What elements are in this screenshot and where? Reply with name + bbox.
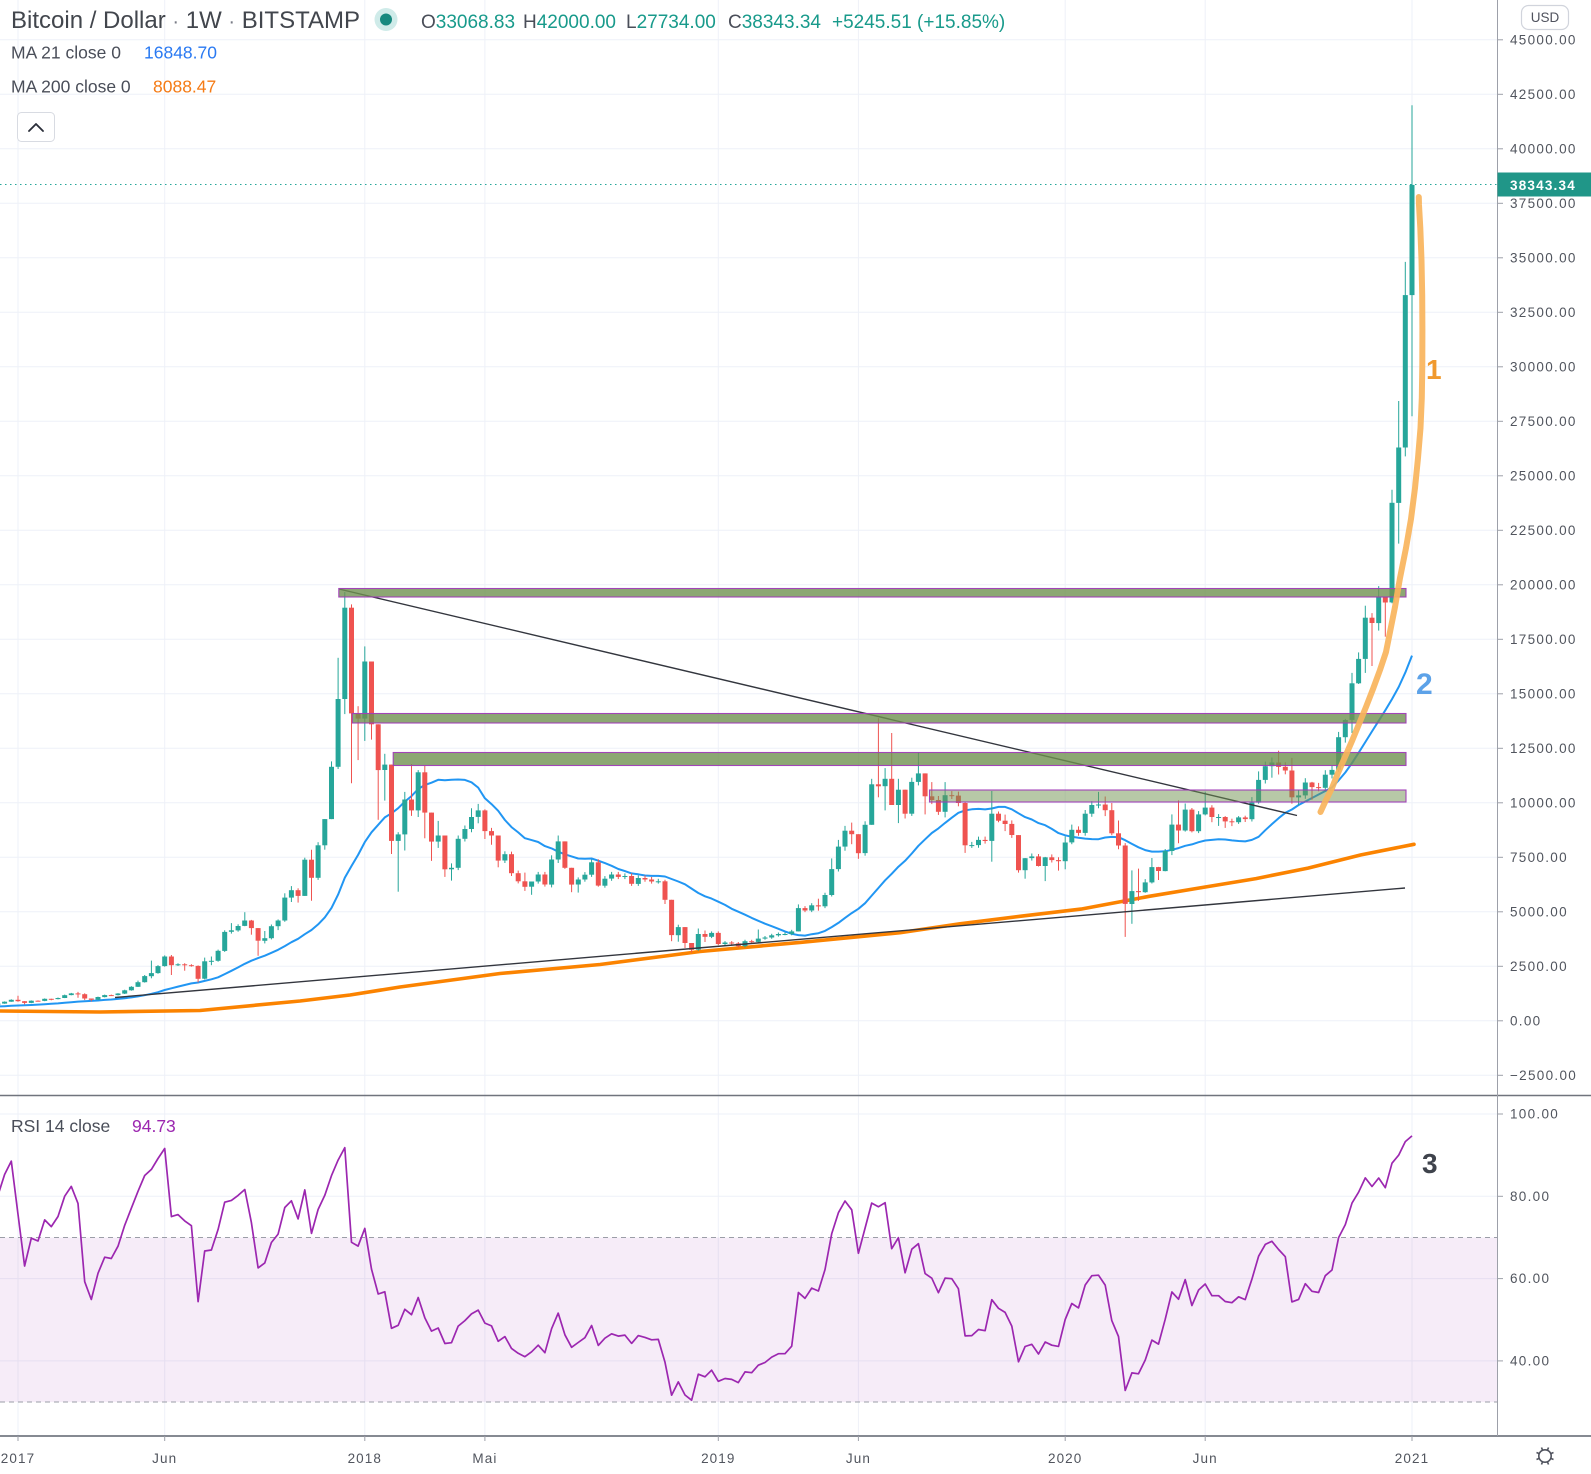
svg-text:32500.00: 32500.00 — [1510, 305, 1577, 320]
svg-text:2020: 2020 — [1048, 1451, 1082, 1466]
svg-text:35000.00: 35000.00 — [1510, 250, 1577, 265]
svg-text:2: 2 — [1416, 668, 1433, 701]
svg-text:40.00: 40.00 — [1510, 1353, 1550, 1368]
svg-text:60.00: 60.00 — [1510, 1271, 1550, 1286]
svg-text:2021: 2021 — [1395, 1451, 1429, 1466]
svg-text:16848.70: 16848.70 — [144, 43, 217, 63]
svg-text:25000.00: 25000.00 — [1510, 468, 1577, 483]
svg-text:100.00: 100.00 — [1510, 1107, 1559, 1122]
svg-text:+5245.51 (+15.85%): +5245.51 (+15.85%) — [832, 12, 1005, 33]
svg-text:5000.00: 5000.00 — [1510, 904, 1568, 919]
svg-text:94.73: 94.73 — [132, 1116, 176, 1136]
svg-text:MA 200 close 0: MA 200 close 0 — [11, 77, 131, 97]
svg-text:37500.00: 37500.00 — [1510, 196, 1577, 211]
svg-text:30000.00: 30000.00 — [1510, 359, 1577, 374]
svg-text:20000.00: 20000.00 — [1510, 577, 1577, 592]
svg-text:10000.00: 10000.00 — [1510, 795, 1577, 810]
svg-text:7500.00: 7500.00 — [1510, 850, 1568, 865]
svg-text:12500.00: 12500.00 — [1510, 741, 1577, 756]
svg-text:80.00: 80.00 — [1510, 1189, 1550, 1204]
svg-text:15000.00: 15000.00 — [1510, 686, 1577, 701]
svg-text:C38343.34: C38343.34 — [728, 12, 821, 33]
svg-text:0.00: 0.00 — [1510, 1013, 1541, 1028]
svg-text:2017: 2017 — [1, 1451, 35, 1466]
svg-text:−2500.00: −2500.00 — [1510, 1068, 1577, 1083]
svg-text:2019: 2019 — [701, 1451, 735, 1466]
svg-text:40000.00: 40000.00 — [1510, 141, 1577, 156]
svg-text:22500.00: 22500.00 — [1510, 523, 1577, 538]
svg-text:2018: 2018 — [348, 1451, 382, 1466]
svg-text:O33068.83: O33068.83 — [421, 12, 515, 33]
svg-text:Mai: Mai — [472, 1451, 497, 1466]
svg-text:MA 21 close 0: MA 21 close 0 — [11, 43, 121, 63]
svg-text:H42000.00: H42000.00 — [523, 12, 616, 33]
svg-text:Jun: Jun — [1193, 1451, 1218, 1466]
svg-text:27500.00: 27500.00 — [1510, 414, 1577, 429]
svg-text:8088.47: 8088.47 — [153, 77, 216, 97]
svg-text:45000.00: 45000.00 — [1510, 32, 1577, 47]
svg-text:RSI 14 close: RSI 14 close — [11, 1116, 110, 1136]
svg-text:17500.00: 17500.00 — [1510, 632, 1577, 647]
svg-text:38343.34: 38343.34 — [1510, 178, 1576, 193]
svg-text:2500.00: 2500.00 — [1510, 959, 1568, 974]
svg-text:L27734.00: L27734.00 — [626, 12, 716, 33]
svg-text:Jun: Jun — [846, 1451, 871, 1466]
svg-text:3: 3 — [1422, 1148, 1438, 1179]
svg-text:USD: USD — [1531, 10, 1560, 25]
svg-text:Jun: Jun — [152, 1451, 177, 1466]
svg-text:42500.00: 42500.00 — [1510, 87, 1577, 102]
svg-text:Bitcoin / Dollar · 1W · BITSTA: Bitcoin / Dollar · 1W · BITSTAMP — [11, 7, 360, 34]
svg-text:1: 1 — [1426, 354, 1442, 385]
